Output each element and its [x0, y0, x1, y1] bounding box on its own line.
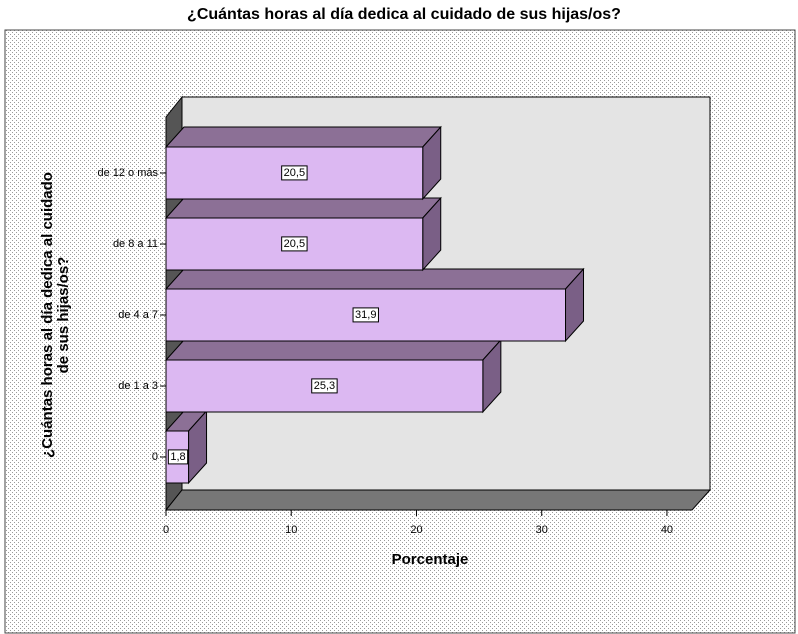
x-tick-label: 40 [661, 524, 673, 536]
y-tick-label: de 1 a 3 [118, 380, 158, 392]
value-label-box [311, 378, 338, 394]
y-axis-label-line: ¿Cuántas horas al día dedica al cuidado [39, 172, 56, 458]
value-label: 25,3 [314, 380, 335, 392]
value-label-box [281, 236, 308, 252]
floor [164, 489, 712, 511]
y-axis-label: ¿Cuántas horas al día dedica al cuidado … [39, 172, 72, 458]
bar-top [164, 126, 442, 148]
value-label-box [167, 449, 189, 465]
value-label: 20,5 [284, 238, 305, 250]
x-tick-label: 0 [163, 524, 169, 536]
value-label: 20,5 [284, 167, 305, 179]
y-tick-label: de 8 a 11 [113, 238, 158, 250]
y-tick-label: 0 [152, 451, 158, 463]
bar-top [164, 268, 585, 290]
bar-top [164, 339, 502, 361]
x-axis-label: Porcentaje [392, 551, 469, 568]
y-axis-label-line: de sus hijas/os? [55, 257, 72, 374]
y-tick-label: de 12 o más [97, 167, 158, 179]
x-tick-label: 20 [410, 524, 422, 536]
value-label-box [281, 165, 308, 181]
value-label: 1,8 [170, 451, 185, 463]
bar-top [164, 197, 442, 219]
value-label: 31,9 [355, 309, 376, 321]
value-label-box [352, 307, 379, 323]
x-tick-label: 10 [285, 524, 297, 536]
x-tick-label: 30 [536, 524, 548, 536]
chart-title: ¿Cuántas horas al día dedica al cuidado … [187, 6, 621, 23]
y-tick-label: de 4 a 7 [118, 309, 158, 321]
